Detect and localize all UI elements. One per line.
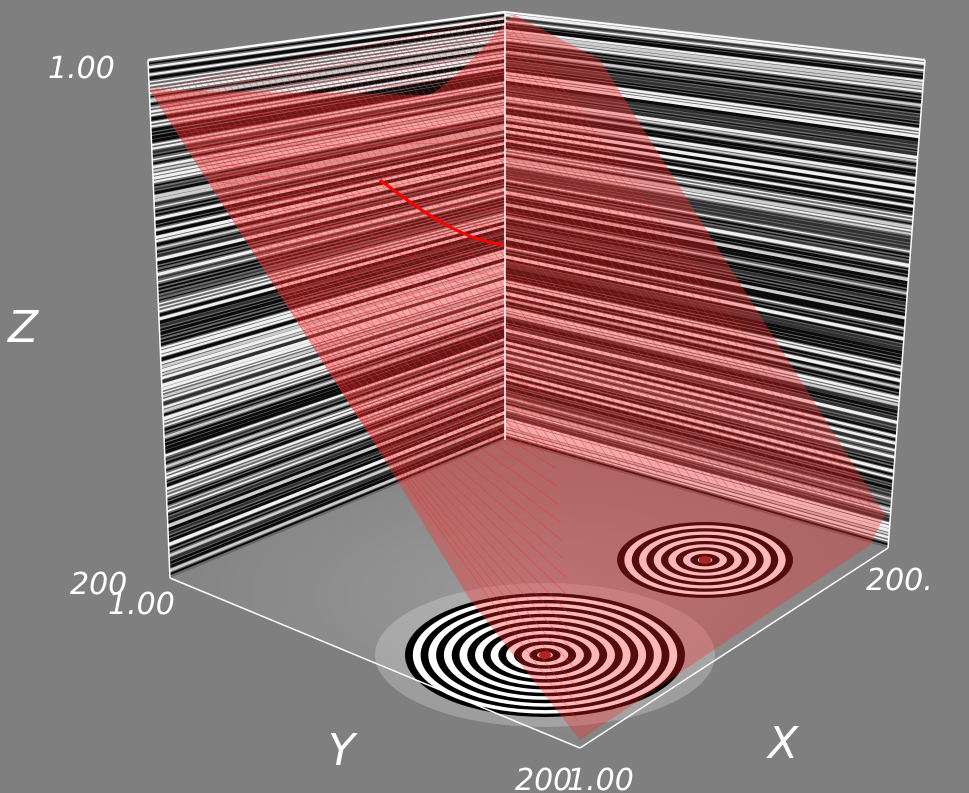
bottom-200-tick: 200 <box>515 763 572 793</box>
red-surface <box>149 14 885 740</box>
z-max-tick: 1.00 <box>48 51 115 86</box>
x-axis-label: X <box>766 718 799 769</box>
bottom-1-tick: 1.00 <box>567 763 634 793</box>
y-axis-label: Y <box>328 725 358 776</box>
z-axis-label: Z <box>7 302 39 353</box>
surface-ridge <box>379 178 506 247</box>
left-200-tick: 200 <box>70 567 127 602</box>
left-1-tick: 1.00 <box>108 587 175 622</box>
axis-frame <box>147 11 926 749</box>
right-200-tick: 200. <box>866 563 933 598</box>
